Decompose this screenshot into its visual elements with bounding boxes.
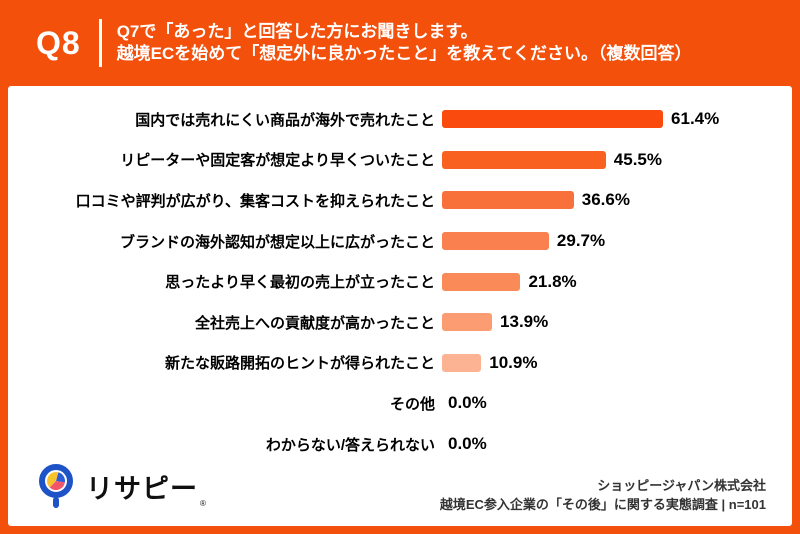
question-number-badge: Q8 xyxy=(36,24,81,61)
value-label: 0.0% xyxy=(448,393,487,413)
chart-row: 国内では売れにくい商品が海外で売れたこと 61.4% xyxy=(8,99,792,140)
chart-row: ブランドの海外認知が想定以上に広がったこと 29.7% xyxy=(8,221,792,262)
chart-row: 全社売上への貢献度が高かったこと 13.9% xyxy=(8,302,792,343)
chart-row: リピーターや固定客が想定より早くついたこと 45.5% xyxy=(8,140,792,181)
category-label: 国内では売れにくい商品が海外で売れたこと xyxy=(135,111,435,129)
value-label: 10.9% xyxy=(489,352,538,372)
category-label: その他 xyxy=(389,395,435,413)
bar xyxy=(442,313,493,332)
source-survey-name: 越境EC参入企業の「その後」に関する実態調査 | n=101 xyxy=(439,497,766,512)
bar xyxy=(442,272,521,291)
value-label: 36.6% xyxy=(581,190,630,210)
value-label: 45.5% xyxy=(613,149,662,169)
bar xyxy=(442,353,482,372)
question-title: Q7で「あった」と回答した方にお聞きします。 越境ECを始めて「想定外に良かった… xyxy=(117,21,692,65)
question-title-line1: Q7で「あった」と回答した方にお聞きします。 xyxy=(116,22,478,41)
chart-row: 新たな販路開拓のヒントが得られたこと 10.9% xyxy=(8,343,792,384)
value-label: 61.4% xyxy=(671,109,720,129)
category-label: 思ったより早く最初の売上が立ったこと xyxy=(165,274,435,292)
value-label: 29.7% xyxy=(556,231,606,251)
magnifier-pie-icon xyxy=(39,464,73,508)
category-label: 全社売上への貢献度が高かったこと xyxy=(194,314,435,332)
category-label: 口コミや評判が広がり、集客コストを抑えられたこと xyxy=(75,192,435,210)
header-divider xyxy=(98,19,102,67)
bar-chart: 国内では売れにくい商品が海外で売れたこと 61.4% リピーターや固定客が想定より早… xyxy=(8,99,792,464)
bar xyxy=(442,232,549,251)
category-label: わからない/答えられない xyxy=(265,436,435,454)
value-label: 0.0% xyxy=(448,434,487,454)
value-label: 13.9% xyxy=(500,312,549,332)
chart-panel: 国内では売れにくい商品が海外で売れたこと 61.4% リピーターや固定客が想定より早… xyxy=(8,86,792,526)
category-label: リピーターや固定客が想定より早くついたこと xyxy=(120,152,435,170)
category-label: ブランドの海外認知が想定以上に広がったこと xyxy=(119,233,435,251)
chart-row: その他 0.0% xyxy=(8,383,792,424)
category-label: 新たな販路開拓のヒントが得られたこと xyxy=(164,355,435,373)
chart-row: わからない/答えられない 0.0% xyxy=(8,424,792,465)
chart-row: 口コミや評判が広がり、集客コストを抑えられたこと 36.6% xyxy=(8,180,792,221)
registered-mark: ® xyxy=(200,499,206,508)
survey-source: ショッピージャパン株式会社 越境EC参入企業の「その後」に関する実態調査 | n… xyxy=(440,476,766,514)
bar xyxy=(442,110,664,129)
logo-wordmark: リサピー xyxy=(86,474,198,504)
source-company: ショッピージャパン株式会社 xyxy=(597,478,766,493)
bar xyxy=(442,150,606,169)
bar xyxy=(442,191,574,210)
value-label: 21.8% xyxy=(528,271,577,291)
question-title-line2: 越境ECを始めて「想定外に良かったこと」を教えてください。（複数回答） xyxy=(116,44,692,63)
chart-row: 思ったより早く最初の売上が立ったこと 21.8% xyxy=(8,261,792,302)
resapi-logo: リサピー ® xyxy=(36,461,206,512)
question-header: Q8 Q7で「あった」と回答した方にお聞きします。 越境ECを始めて「想定外に良… xyxy=(0,0,800,86)
